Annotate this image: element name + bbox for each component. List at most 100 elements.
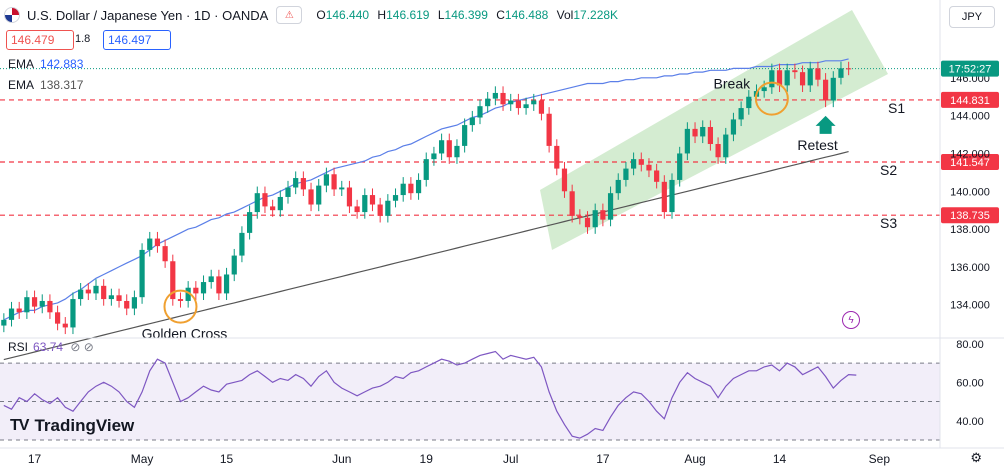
- price-tick-label: 138.000: [950, 224, 990, 236]
- time-tick-label: 14: [773, 452, 787, 466]
- candle-body: [600, 210, 606, 220]
- ohlc-readout: O146.440 H146.619 L146.399 C146.488 Vol1…: [316, 8, 619, 22]
- time-tick-label: 17: [28, 452, 42, 466]
- candle-body: [631, 159, 637, 169]
- candle-body: [362, 195, 368, 213]
- time-tick-label: May: [131, 452, 154, 466]
- candle-body: [799, 72, 806, 86]
- candle: [584, 211, 591, 234]
- candle: [677, 146, 683, 187]
- candle: [515, 93, 521, 115]
- candle-body: [131, 297, 137, 309]
- candle: [423, 152, 429, 187]
- ema-slow-legend[interactable]: EMA 138.317: [8, 78, 84, 92]
- candle-body: [369, 195, 376, 205]
- candle-body: [546, 113, 552, 146]
- candle-body: [285, 187, 291, 197]
- level-label-s1: S1: [888, 100, 905, 116]
- candle: [661, 175, 667, 219]
- time-tick-label: Jul: [503, 452, 518, 466]
- candle-body: [746, 96, 752, 109]
- sell-price-button[interactable]: 146.479: [6, 30, 74, 50]
- candle: [262, 186, 268, 214]
- flash-icon[interactable]: ϟ: [842, 311, 860, 329]
- candle: [500, 86, 506, 111]
- candle-body: [707, 126, 713, 145]
- candle-body: [193, 287, 199, 294]
- candle-body: [300, 178, 306, 190]
- current-price-badge: [941, 60, 999, 77]
- candle: [400, 177, 406, 202]
- candle: [392, 188, 399, 208]
- candle-body: [423, 159, 429, 180]
- candle-body: [354, 206, 360, 213]
- candle-body: [177, 299, 184, 301]
- candle: [538, 93, 545, 121]
- candle-body: [101, 285, 107, 300]
- highlight-circle: [754, 81, 789, 116]
- time-tick-label: 15: [220, 452, 234, 466]
- level-price-badge: [941, 91, 999, 108]
- candle-body: [70, 299, 76, 328]
- candle: [185, 281, 191, 308]
- candle: [385, 194, 391, 223]
- candle-body: [39, 300, 45, 307]
- candle-body: [339, 187, 345, 190]
- candle-body: [439, 140, 445, 154]
- candle-body: [807, 68, 813, 86]
- candle-body: [792, 70, 798, 73]
- candle: [346, 180, 353, 214]
- candle-body: [554, 145, 560, 169]
- candle: [39, 294, 45, 314]
- candle-body: [684, 128, 690, 154]
- visibility-icon[interactable]: ⊘ ⊘: [70, 340, 94, 354]
- candle-body: [346, 187, 353, 207]
- candle-body: [154, 238, 161, 247]
- candle: [231, 248, 237, 282]
- candle-body: [270, 206, 276, 211]
- buy-price-button[interactable]: 146.497: [103, 30, 171, 50]
- candle-body: [392, 195, 399, 201]
- candle-body: [8, 308, 15, 320]
- price-tick-label: 144.000: [950, 111, 990, 123]
- level-price-label: 138.735: [950, 210, 990, 222]
- candle: [316, 178, 322, 212]
- candle: [285, 180, 291, 204]
- symbol-header: U.S. Dollar / Japanese Yen · 1D · OANDA …: [4, 4, 623, 26]
- annotation-retest: Retest: [797, 137, 838, 153]
- candle: [223, 267, 230, 301]
- settings-icon[interactable]: ⚙: [970, 450, 982, 465]
- candle-body: [47, 300, 53, 313]
- candle-body: [669, 179, 675, 213]
- candle: [16, 301, 22, 319]
- candle-body: [646, 164, 652, 171]
- candle: [684, 122, 690, 161]
- candle: [669, 173, 675, 219]
- candle-body: [262, 193, 268, 207]
- brand-name: TradingView: [34, 416, 135, 435]
- candle: [408, 177, 414, 200]
- rsi-tick-label: 60.00: [956, 377, 984, 389]
- candle: [546, 107, 552, 153]
- candle: [239, 226, 245, 263]
- candle: [177, 292, 184, 308]
- candle-body: [769, 70, 775, 88]
- symbol-title[interactable]: U.S. Dollar / Japanese Yen · 1D · OANDA: [27, 7, 269, 23]
- candle-body: [254, 193, 260, 213]
- candle: [784, 63, 790, 93]
- alert-icon[interactable]: ⚠: [276, 6, 303, 24]
- candle: [838, 61, 844, 85]
- candle-body: [223, 274, 230, 294]
- candle-body: [815, 68, 821, 80]
- candle: [208, 269, 214, 289]
- rsi-legend[interactable]: RSI 63.74 ⊘ ⊘: [8, 340, 94, 354]
- candle-body: [377, 204, 383, 216]
- candle: [85, 282, 91, 301]
- candle-body: [400, 183, 406, 196]
- currency-selector[interactable]: JPY: [949, 6, 995, 28]
- candle-body: [492, 92, 498, 99]
- ema-fast-legend[interactable]: EMA 142.883: [8, 57, 84, 71]
- candle-body: [216, 276, 222, 294]
